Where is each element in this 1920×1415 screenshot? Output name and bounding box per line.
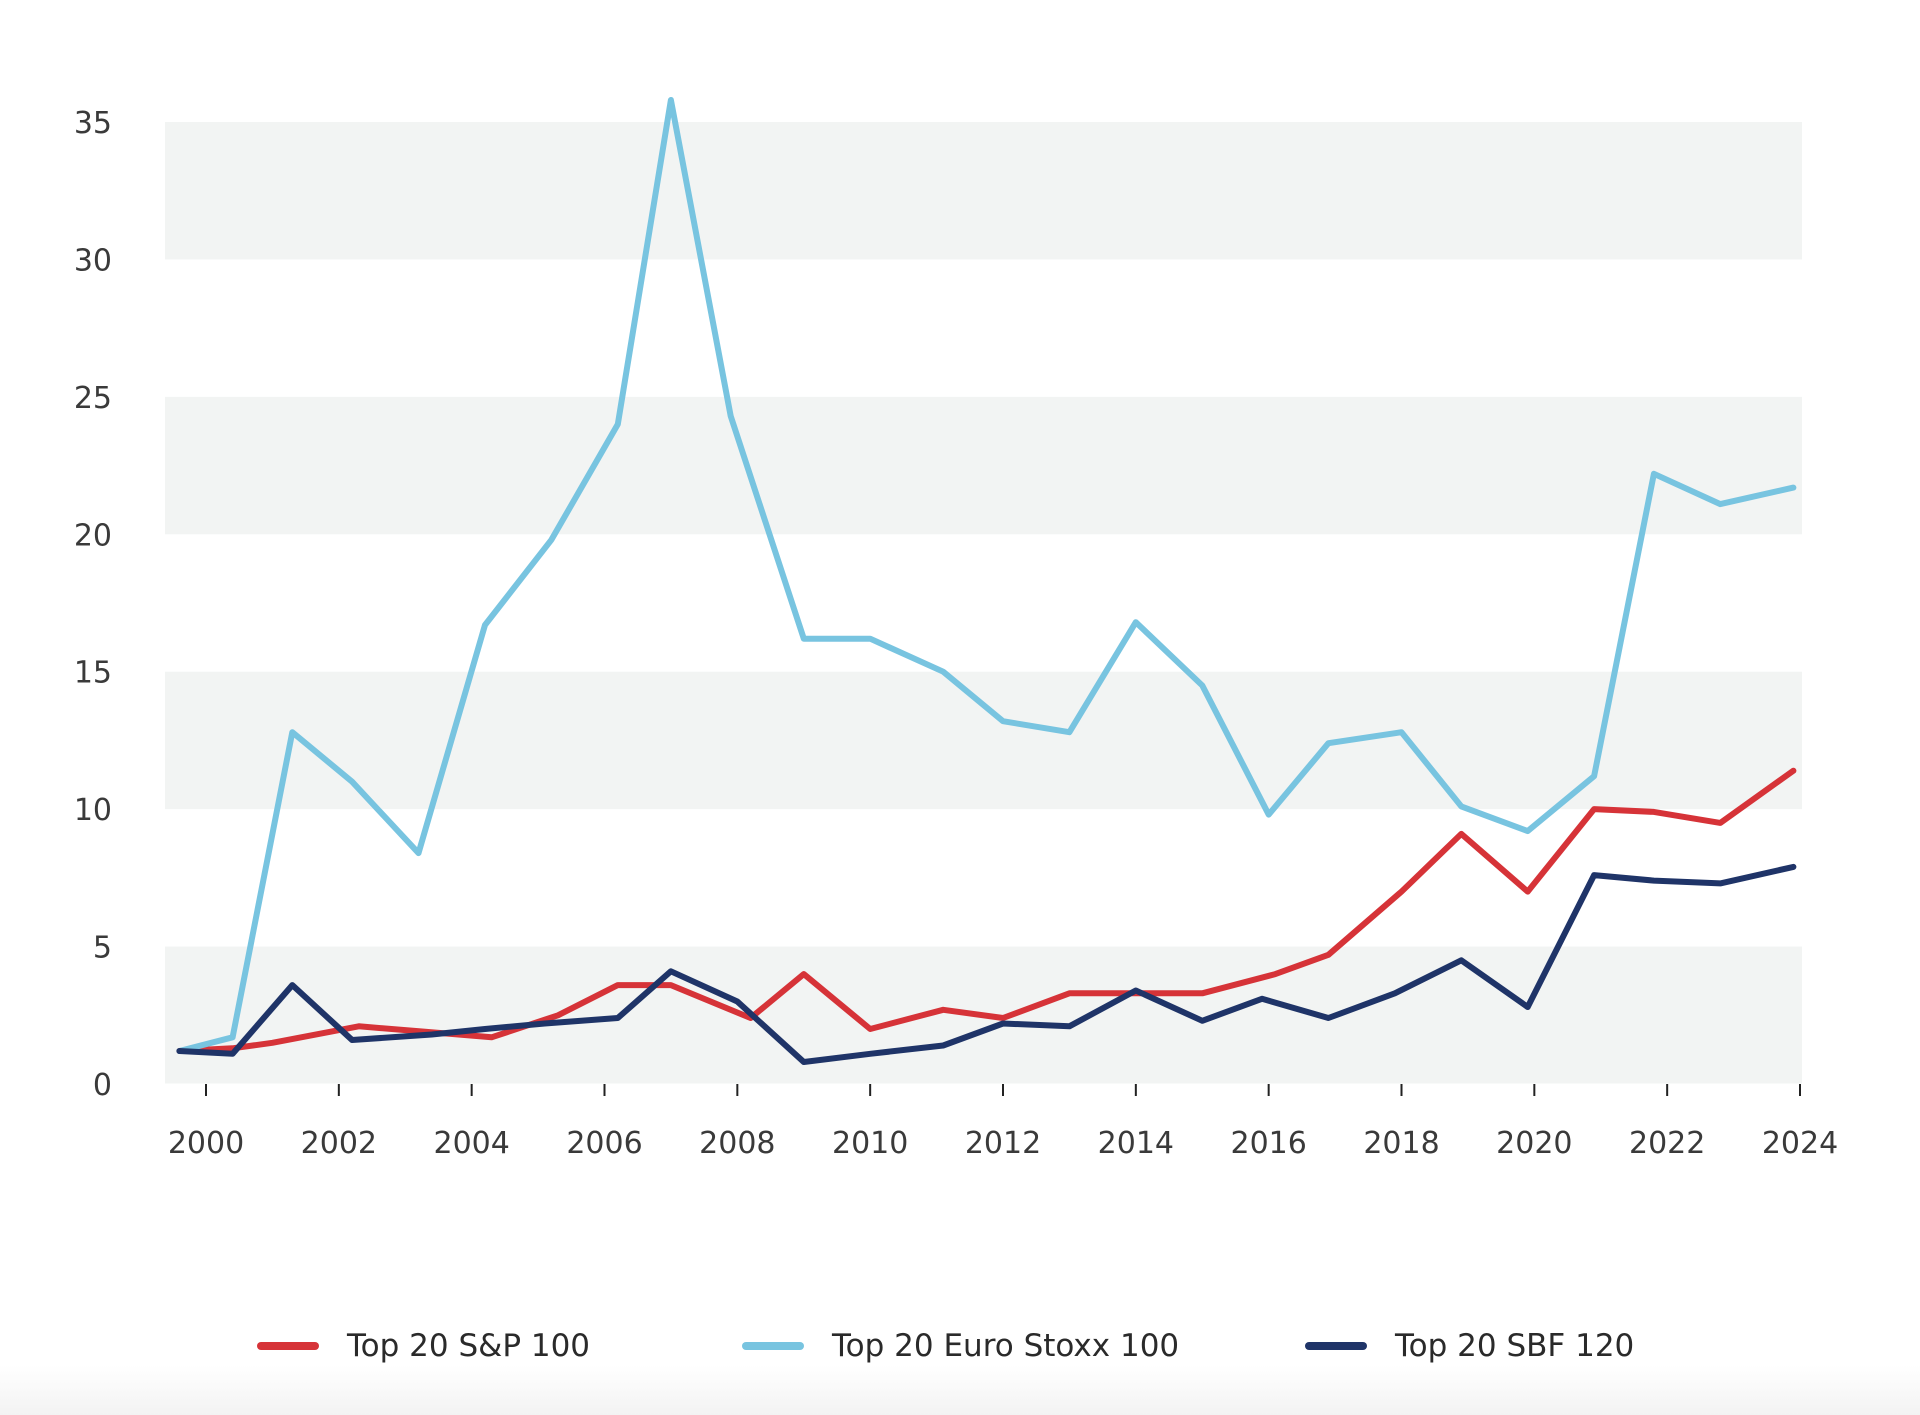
grid-bands	[165, 122, 1802, 1084]
x-tick-label-2016: 2016	[1230, 1126, 1306, 1161]
y-tick-label-0: 0	[93, 1068, 112, 1103]
x-tick-label-2002: 2002	[301, 1126, 377, 1161]
y-tick-label-15: 15	[74, 656, 112, 691]
grid-band-20-25	[165, 396, 1802, 535]
bottom-edge	[0, 1365, 1920, 1415]
x-tick-label-2020: 2020	[1496, 1126, 1572, 1161]
y-tick-label-20: 20	[74, 518, 112, 553]
x-tick-label-2004: 2004	[433, 1126, 509, 1161]
legend-swatch-eurostoxx100	[742, 1342, 804, 1350]
x-axis: 2000 2002 2004 2006 2008 2010 2012 2014 2016 2018…	[165, 1083, 1838, 1161]
x-tick-label-2012: 2012	[965, 1126, 1041, 1161]
y-axis: 0 5 10 15 20 25 30 35	[74, 106, 112, 1103]
x-tick-label-2008: 2008	[699, 1126, 775, 1161]
x-tick-label-2006: 2006	[566, 1126, 642, 1161]
grid-band-30-35	[165, 122, 1802, 260]
legend-label-eurostoxx100: Top 20 Euro Stoxx 100	[832, 1328, 1180, 1364]
y-tick-label-30: 30	[74, 243, 112, 278]
series-line-2	[176, 863, 1797, 1065]
series-lines	[176, 97, 1797, 1065]
x-tick-label-2014: 2014	[1098, 1126, 1174, 1161]
y-tick-label-35: 35	[74, 106, 112, 141]
legend-item-eurostoxx100: Top 20 Euro Stoxx 100	[742, 1318, 1179, 1374]
legend-item-sp100: Top 20 S&P 100	[257, 1318, 590, 1374]
grid-band-10-15	[165, 671, 1802, 810]
y-tick-label-10: 10	[74, 793, 112, 828]
x-tick-label-2000: 2000	[168, 1126, 244, 1161]
y-tick-label-5: 5	[93, 931, 112, 966]
legend-item-sbf120: Top 20 SBF 120	[1305, 1318, 1634, 1374]
legend-swatch-sp100	[257, 1342, 319, 1350]
legend-swatch-sbf120	[1305, 1342, 1367, 1350]
y-tick-label-25: 25	[74, 381, 112, 416]
x-tick-label-2010: 2010	[832, 1126, 908, 1161]
x-tick-label-2024: 2024	[1762, 1126, 1838, 1161]
legend: Top 20 S&P 100 Top 20 Euro Stoxx 100 Top…	[0, 1318, 1920, 1374]
x-tick-label-2018: 2018	[1363, 1126, 1439, 1161]
legend-label-sbf120: Top 20 SBF 120	[1395, 1328, 1635, 1364]
line-chart: 2000 2002 2004 2006 2008 2010 2012 2014 2016 2018…	[74, 97, 1838, 1161]
x-tick-label-2022: 2022	[1629, 1126, 1705, 1161]
legend-label-sp100: Top 20 S&P 100	[347, 1328, 591, 1364]
series-line-1	[176, 97, 1797, 1054]
